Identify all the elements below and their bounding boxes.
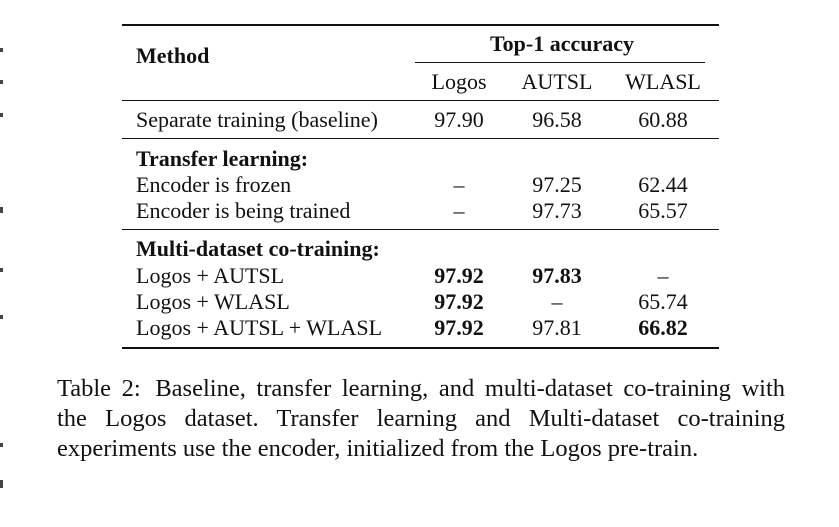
baseline-bottom-rule — [122, 138, 719, 139]
cotrain-all-autsl: 97.81 — [532, 315, 582, 340]
cotrain-logos-autsl-wlasl: – — [657, 263, 669, 288]
caption-text: Baseline, transfer learning, and multi-d… — [57, 375, 786, 462]
transfer-trained-logos: – — [453, 198, 465, 223]
cotrain-section-title: Multi-dataset co-training: — [136, 236, 380, 261]
transfer-frozen-label: Encoder is frozen — [136, 172, 292, 197]
column-header-wlasl: WLASL — [625, 69, 701, 94]
margin-mark — [0, 443, 3, 447]
cotrain-logos-autsl-label: Logos + AUTSL — [136, 263, 285, 288]
margin-mark — [0, 268, 3, 272]
cotrain-logos-wlasl-autsl: – — [551, 289, 563, 314]
method-header: Method — [136, 43, 210, 68]
column-header-autsl: AUTSL — [521, 69, 593, 94]
caption-label: Table 2: — [57, 375, 141, 402]
table-bottom-rule — [122, 347, 719, 349]
cotrain-logos-wlasl-logos: 97.92 — [434, 289, 484, 314]
margin-mark — [0, 113, 3, 117]
cotrain-logos-autsl-autsl: 97.83 — [532, 263, 582, 288]
table-caption: Table 2: Baseline, transfer learning, an… — [57, 374, 785, 464]
cotrain-all-logos: 97.92 — [434, 315, 484, 340]
results-table: Method Top-1 accuracy Logos AUTSL WLASL … — [122, 24, 719, 349]
baseline-logos-value: 97.90 — [434, 107, 484, 132]
baseline-wlasl-value: 60.88 — [638, 107, 688, 132]
baseline-row-label: Separate training (baseline) — [136, 107, 378, 132]
margin-mark — [0, 48, 3, 52]
transfer-bottom-rule — [122, 229, 719, 230]
margin-mark — [0, 315, 3, 319]
transfer-frozen-logos: – — [453, 172, 465, 197]
transfer-section-title: Transfer learning: — [136, 146, 309, 171]
column-header-logos: Logos — [431, 69, 487, 94]
margin-mark — [0, 80, 3, 84]
margin-mark — [0, 207, 3, 213]
cotrain-logos-wlasl-wlasl: 65.74 — [638, 289, 688, 314]
transfer-frozen-wlasl: 62.44 — [638, 172, 688, 197]
cotrain-all-label: Logos + AUTSL + WLASL — [136, 315, 383, 340]
header-group-rule — [415, 62, 705, 63]
cotrain-logos-autsl-logos: 97.92 — [434, 263, 484, 288]
baseline-autsl-value: 96.58 — [532, 107, 582, 132]
transfer-frozen-autsl: 97.25 — [532, 172, 582, 197]
top1-accuracy-header: Top-1 accuracy — [490, 31, 635, 56]
cotrain-logos-wlasl-label: Logos + WLASL — [136, 289, 290, 314]
cotrain-all-wlasl: 66.82 — [638, 315, 688, 340]
transfer-trained-label: Encoder is being trained — [136, 198, 351, 223]
transfer-trained-wlasl: 65.57 — [638, 198, 688, 223]
table-top-rule — [122, 24, 719, 26]
transfer-trained-autsl: 97.73 — [532, 198, 582, 223]
margin-mark — [0, 480, 3, 488]
header-bottom-rule — [122, 100, 719, 101]
